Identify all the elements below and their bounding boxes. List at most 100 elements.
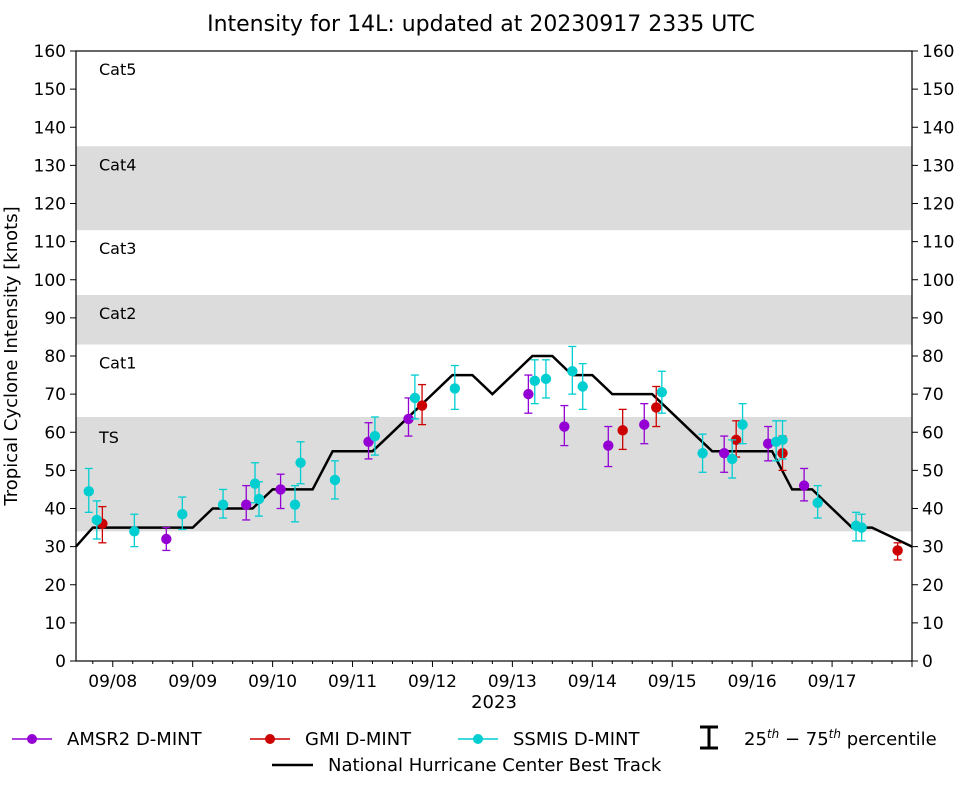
legend-label: GMI D-MINT bbox=[305, 729, 412, 750]
legend-label-percentile: 25th − 75th percentile bbox=[744, 727, 937, 750]
category-label: Cat5 bbox=[99, 60, 136, 79]
data-point bbox=[651, 402, 662, 413]
data-point bbox=[177, 509, 188, 520]
category-label: Cat4 bbox=[99, 155, 136, 174]
y-tick-label-right: 100 bbox=[922, 271, 954, 291]
chart-title: Intensity for 14L: updated at 20230917 2… bbox=[207, 12, 755, 37]
x-tick-label: 09/14 bbox=[568, 672, 617, 692]
y-tick-label-left: 160 bbox=[34, 42, 66, 62]
y-tick-label-left: 90 bbox=[44, 309, 66, 329]
data-point bbox=[697, 448, 708, 459]
percentile-label-part: th bbox=[767, 727, 779, 741]
category-bands: TS Cat1 Cat2 Cat3 Cat4 Cat5 bbox=[76, 60, 912, 532]
data-point bbox=[217, 499, 229, 510]
data-point bbox=[449, 383, 461, 394]
y-tick-label-left: 60 bbox=[44, 423, 66, 443]
x-axis-label: 2023 bbox=[471, 692, 517, 713]
best-track-series bbox=[75, 354, 913, 548]
data-point bbox=[656, 387, 668, 398]
data-point bbox=[726, 453, 738, 465]
data-point bbox=[253, 493, 265, 505]
data-point bbox=[559, 421, 570, 432]
percentile-label-part: percentile bbox=[841, 729, 937, 750]
x-tick-label: 09/11 bbox=[328, 672, 377, 692]
data-point bbox=[91, 514, 102, 526]
x-tick-label: 09/15 bbox=[648, 672, 697, 692]
y-tick-label-left: 80 bbox=[44, 347, 66, 367]
legend-marker bbox=[27, 734, 37, 744]
data-point bbox=[289, 499, 301, 510]
y-tick-label-right: 40 bbox=[922, 500, 944, 520]
data-point bbox=[523, 388, 534, 400]
legend-marker bbox=[265, 734, 275, 744]
y-tick-label-right: 110 bbox=[922, 233, 954, 253]
x-axis: 09/08 09/09 09/10 09/11 09/12 09/13 09/14 09/15… bbox=[88, 661, 913, 692]
data-point bbox=[762, 438, 774, 449]
y-tick-label-right: 130 bbox=[922, 156, 954, 176]
plot-area-frame bbox=[75, 50, 913, 662]
legend-label: SSMIS D-MINT bbox=[513, 729, 640, 750]
data-point bbox=[718, 448, 730, 459]
y-tick-label-right: 80 bbox=[922, 347, 944, 367]
y-tick-label-right: 10 bbox=[922, 614, 944, 634]
data-point bbox=[777, 434, 788, 446]
data-point bbox=[275, 484, 286, 495]
y-tick-label-right: 150 bbox=[922, 80, 954, 100]
y-axis-left: 0 10 20 30 40 50 60 70 80 90 100 110 120 130 140 150 160 bbox=[34, 42, 76, 672]
y-tick-label-right: 0 bbox=[922, 652, 933, 672]
x-tick-label: 09/08 bbox=[88, 672, 137, 692]
series-gmi-d-mint bbox=[97, 383, 903, 561]
percentile-label-part: th bbox=[829, 727, 841, 741]
category-label: Cat3 bbox=[99, 239, 136, 258]
y-tick-label-left: 0 bbox=[55, 652, 66, 672]
best-track-line bbox=[75, 354, 913, 548]
data-point bbox=[567, 366, 578, 377]
data-point bbox=[329, 474, 341, 486]
x-tick-label: 09/16 bbox=[728, 672, 777, 692]
y-tick-label-left: 10 bbox=[44, 614, 66, 634]
y-tick-label-left: 30 bbox=[44, 538, 66, 558]
data-point bbox=[129, 526, 140, 537]
y-tick-label-left: 150 bbox=[34, 80, 66, 100]
data-point bbox=[403, 413, 414, 425]
y-tick-label-left: 110 bbox=[34, 233, 66, 253]
category-label: Cat2 bbox=[99, 304, 136, 323]
data-point bbox=[540, 373, 552, 385]
data-point bbox=[529, 375, 540, 386]
y-tick-label-left: 40 bbox=[44, 500, 66, 520]
y-tick-label-right: 30 bbox=[922, 538, 944, 558]
data-point bbox=[856, 522, 867, 533]
data-points bbox=[83, 345, 903, 561]
y-tick-label-right: 120 bbox=[922, 195, 954, 215]
y-tick-label-right: 20 bbox=[922, 576, 944, 596]
legend-marker bbox=[473, 734, 483, 744]
data-point bbox=[83, 486, 94, 497]
y-tick-label-right: 50 bbox=[922, 461, 944, 481]
percentile-label-part: 25 bbox=[744, 729, 767, 750]
y-axis-label: Tropical Cyclone Intensity [knots] bbox=[1, 206, 22, 506]
category-band bbox=[76, 146, 912, 231]
y-tick-label-right: 160 bbox=[922, 42, 954, 62]
y-tick-label-left: 20 bbox=[44, 576, 66, 596]
data-point bbox=[295, 457, 306, 468]
y-tick-label-right: 140 bbox=[922, 118, 954, 138]
data-point bbox=[249, 478, 261, 489]
category-band bbox=[76, 295, 912, 345]
data-point bbox=[812, 497, 823, 508]
x-tick-label: 09/13 bbox=[488, 672, 537, 692]
data-point bbox=[798, 480, 810, 491]
data-point bbox=[369, 430, 381, 442]
y-tick-label-left: 100 bbox=[34, 271, 66, 291]
data-point bbox=[241, 499, 252, 510]
y-tick-label-left: 50 bbox=[44, 461, 66, 481]
data-point bbox=[161, 533, 172, 545]
y-tick-label-left: 120 bbox=[34, 195, 66, 215]
legend-label-best-track: National Hurricane Center Best Track bbox=[328, 755, 662, 776]
category-label: Cat1 bbox=[99, 354, 136, 373]
x-tick-label: 09/12 bbox=[408, 672, 457, 692]
y-tick-label-left: 70 bbox=[44, 385, 66, 405]
percentile-label-part: − 75 bbox=[779, 729, 828, 750]
series-ssmis-d-mint bbox=[83, 345, 867, 548]
data-point bbox=[577, 381, 588, 392]
